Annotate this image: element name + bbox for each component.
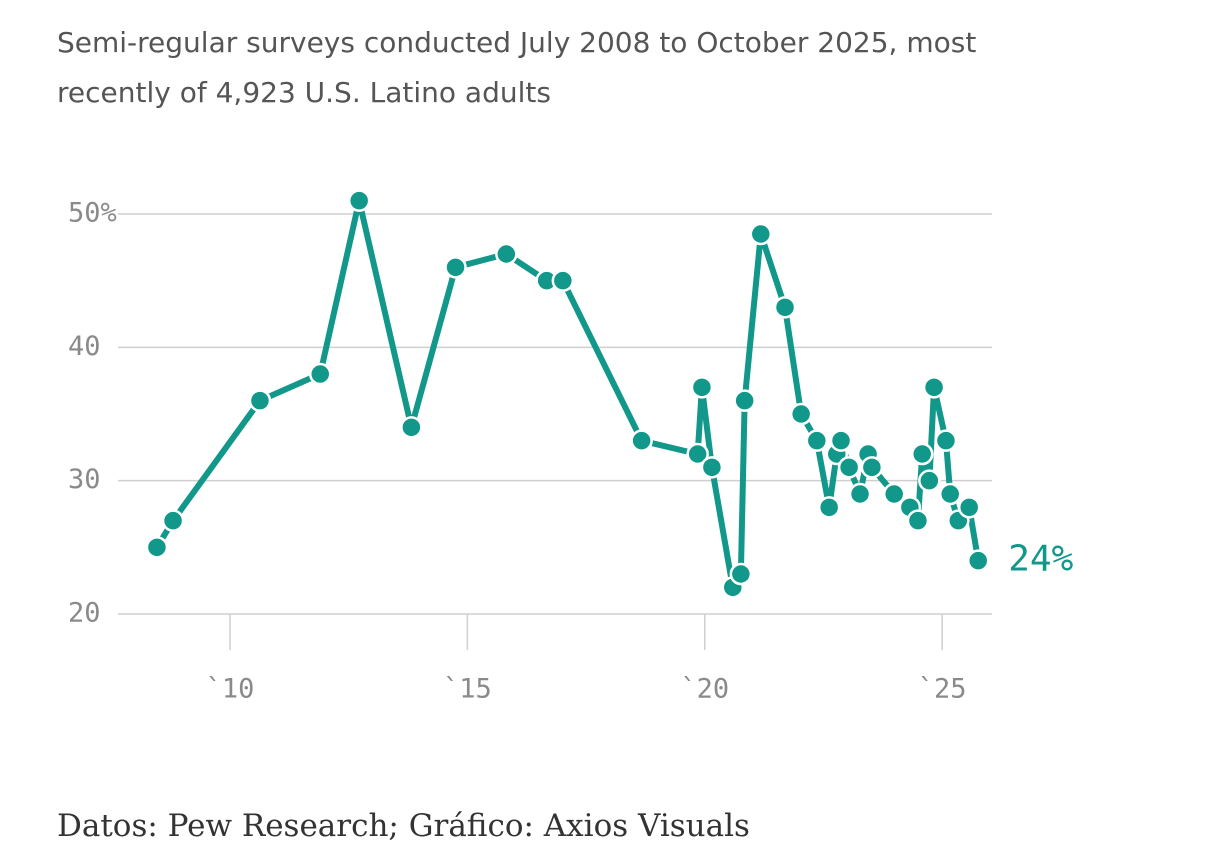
- point: [910, 442, 934, 466]
- x-tick-label: `20: [680, 674, 729, 705]
- point: [551, 269, 575, 292]
- point: [934, 429, 958, 452]
- point: [145, 536, 169, 559]
- point: [906, 509, 930, 532]
- point: [400, 416, 423, 439]
- point: [848, 482, 872, 506]
- x-tick-label: `15: [443, 674, 492, 705]
- x-tick-label: `10: [206, 674, 255, 705]
- point: [690, 376, 714, 399]
- source: Datos: Pew Research; Gráfico: Axios Visu…: [57, 808, 750, 844]
- subtitle: recently of 4,923 U.S. Latino adults: [57, 76, 551, 109]
- point: [966, 549, 990, 572]
- point: [308, 362, 332, 386]
- point: [161, 509, 185, 532]
- point: [922, 376, 946, 399]
- point: [700, 456, 724, 479]
- point: [495, 242, 518, 266]
- point: [817, 496, 841, 519]
- y-tick-label: 50%: [68, 198, 117, 229]
- point: [837, 456, 861, 479]
- point: [789, 402, 813, 426]
- point: [918, 469, 941, 492]
- point: [347, 189, 371, 212]
- y-tick-label: 20: [68, 598, 101, 629]
- point: [686, 442, 709, 466]
- line: [154, 197, 982, 591]
- point: [749, 222, 773, 246]
- point: [860, 456, 884, 479]
- point: [938, 482, 962, 506]
- point: [630, 429, 653, 452]
- y-tick-label: 40: [68, 331, 101, 362]
- point: [882, 482, 906, 506]
- point: [805, 429, 829, 452]
- point: [773, 296, 797, 319]
- value-label: 24%: [1008, 539, 1073, 580]
- point: [733, 389, 756, 412]
- point: [729, 562, 753, 586]
- point: [829, 429, 853, 452]
- subtitle: Semi-regular surveys conducted July 2008…: [57, 26, 976, 59]
- y-tick-label: 30: [68, 464, 101, 495]
- point: [957, 496, 981, 519]
- x-tick-label: `25: [918, 674, 967, 705]
- point: [248, 389, 272, 412]
- point: [444, 256, 467, 279]
